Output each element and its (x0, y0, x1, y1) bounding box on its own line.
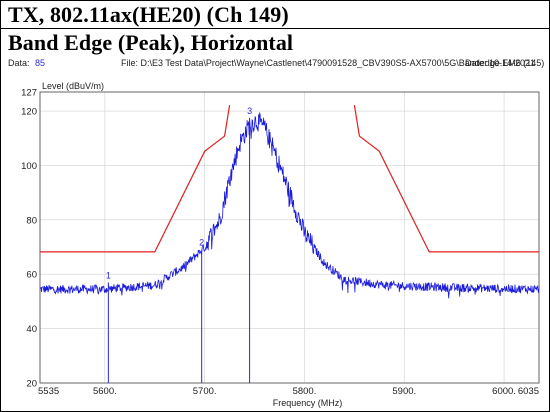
x-tick-labels: 5535 5600. 5700. 5800. 5900. 6000. 6035 (38, 386, 539, 397)
x-tick-label: 6035 (518, 386, 539, 397)
marker-2-label: 2 (199, 238, 204, 248)
limit-line (353, 105, 539, 253)
x-tick-label: 5700. (193, 386, 217, 397)
y-tick-label: 100 (21, 161, 37, 172)
y-axis-title: Level (dBuV/m) (42, 81, 104, 91)
x-tick-label: 5535 (38, 386, 59, 397)
y-tick-label: 80 (26, 215, 37, 226)
x-tick-label: 5900. (392, 386, 416, 397)
data-label: Data: (8, 58, 30, 68)
trace-group (39, 111, 540, 299)
measurement-trace (39, 111, 540, 299)
y-tick-label: 20 (26, 379, 37, 390)
x-tick-label: 5600. (93, 386, 117, 397)
y-tick-label: 60 (26, 270, 37, 281)
grid (39, 91, 540, 384)
header-divider (1, 28, 549, 29)
y-tick-label: 127 (21, 88, 37, 99)
y-tick-label: 40 (26, 324, 37, 335)
y-tick-labels: 20 40 60 80 100 120 127 (21, 88, 37, 390)
marker-group: 1 2 3 (106, 106, 252, 383)
x-tick-label: 5800. (293, 386, 317, 397)
test-title: TX, 802.11ax(HE20) (Ch 149) (8, 2, 289, 27)
limit-line (40, 105, 231, 253)
x-tick-label: 6000. (492, 386, 516, 397)
data-value: 85 (35, 58, 46, 68)
y-tick-label: 120 (21, 107, 37, 118)
test-subtitle: Band Edge (Peak), Horizontal (8, 30, 294, 55)
marker-3-label: 3 (247, 106, 252, 116)
x-axis-title: Frequency (MHz) (273, 398, 343, 408)
date-stamp: Date: 10-14-2021 (465, 58, 536, 68)
plot-area-border (39, 91, 540, 384)
file-path: File: D:\E3 Test Data\Project\Wayne\Cast… (121, 58, 545, 68)
limit-line-group (40, 105, 539, 253)
marker-1-label: 1 (106, 270, 111, 280)
